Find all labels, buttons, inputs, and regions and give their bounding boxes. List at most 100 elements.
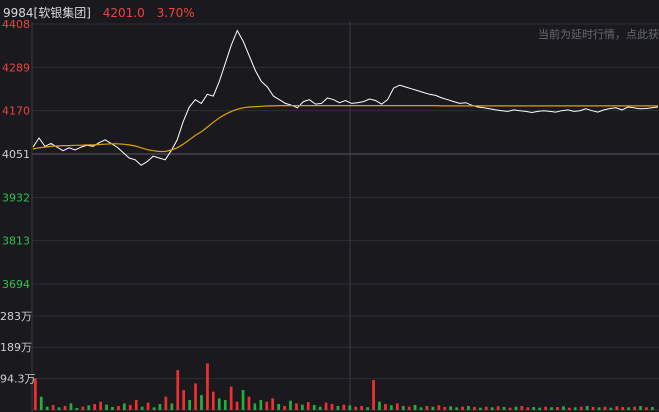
y-tick-label: 4051 (2, 148, 30, 161)
volume-bar (496, 406, 500, 410)
volume-bar (93, 404, 96, 410)
volume-bar (152, 407, 156, 410)
volume-bar (235, 401, 239, 410)
volume-bar (45, 406, 49, 410)
volume-bar (461, 406, 464, 410)
y-tick-label: 4170 (2, 105, 30, 118)
volume-bar (81, 406, 85, 410)
volume-bar (609, 407, 613, 410)
volume-bar (490, 407, 494, 410)
volume-bar (425, 406, 429, 410)
volume-bar (39, 396, 43, 410)
volume-bar (449, 406, 452, 410)
volume-bar (87, 405, 91, 410)
volume-bar (271, 398, 274, 410)
volume-bar (621, 407, 625, 410)
volume-bar (241, 390, 245, 410)
volume-bar (247, 396, 251, 410)
volume-bar (615, 406, 619, 410)
volume-bar (34, 378, 37, 410)
volume-bar (318, 406, 322, 410)
volume-bar (105, 404, 108, 410)
y-tick-label: 189万 (0, 341, 32, 354)
volume-bar (283, 406, 286, 410)
volume-bar (520, 406, 524, 410)
volume-bar (413, 405, 417, 410)
y-tick-label: 3694 (2, 278, 30, 291)
average-line (32, 104, 658, 153)
volume-bar (140, 406, 144, 410)
volume-bar (639, 406, 642, 410)
volume-bar (200, 395, 203, 410)
volume-bar (277, 404, 280, 410)
volume-bar (514, 406, 518, 410)
volume-bar (170, 403, 174, 410)
stock-code-name[interactable]: 9984[软银集团] (3, 6, 91, 20)
volume-bar (253, 403, 257, 410)
volume-bar (265, 401, 269, 410)
volume-bar (354, 406, 358, 410)
volume-bar (111, 407, 114, 410)
volume-bar (306, 402, 310, 410)
y-tick-label: 4289 (2, 61, 30, 74)
volume-bar (342, 404, 346, 410)
volume-bar (544, 406, 547, 410)
volume-bar (579, 406, 583, 410)
volume-bar (550, 407, 553, 410)
volume-bar (526, 407, 530, 410)
volume-bar (484, 406, 488, 410)
volume-bar (568, 407, 571, 410)
volume-bar (473, 407, 476, 410)
volume-bar (508, 407, 512, 410)
price-line (32, 29, 659, 166)
volume-bar (259, 400, 263, 410)
volume-bar (57, 407, 61, 410)
volume-bar (562, 406, 565, 410)
volume-bar (532, 407, 536, 410)
volume-bar (538, 407, 541, 410)
volume-bar (223, 400, 227, 410)
volume-bar (295, 403, 298, 410)
volume-bar (437, 405, 441, 410)
volume-bar (431, 406, 435, 410)
last-price: 4201.0 (102, 6, 145, 20)
volume-bar (63, 406, 67, 410)
volume-bar (158, 404, 162, 410)
y-tick-label: 3813 (2, 235, 30, 248)
volume-bar (378, 401, 381, 410)
volume-bar (633, 406, 636, 410)
y-tick-label: 283万 (0, 310, 32, 323)
volume-bar (123, 403, 126, 410)
volume-bar (591, 407, 595, 410)
volume-bar (645, 407, 648, 410)
delay-notice[interactable]: 当前为延时行情，点此获 (538, 28, 659, 41)
volume-bar (51, 405, 55, 410)
quote-header: 9984[软银集团] 4201.0 3.70% (3, 4, 203, 21)
volume-bar (585, 406, 589, 410)
volume-bar (360, 406, 363, 410)
volume-bar (176, 370, 180, 410)
volume-bar (312, 405, 316, 410)
volume-bar (117, 406, 120, 410)
volume-bar (407, 406, 411, 410)
volume-bar (443, 407, 447, 410)
change-percent: 3.70% (156, 6, 195, 20)
volume-bar (182, 390, 185, 410)
volume-bar (69, 403, 73, 410)
volume-bar (128, 405, 132, 410)
volume-bar (212, 391, 215, 410)
volume-bar (330, 404, 334, 410)
volume-bar (597, 407, 601, 410)
volume-bar (502, 407, 506, 410)
volume-bar (348, 405, 352, 410)
volume-bar (384, 404, 387, 410)
volume-bar (188, 400, 191, 410)
volume-bar (467, 406, 470, 410)
volume-bar (217, 398, 221, 410)
volume-bar (401, 406, 405, 410)
volume-bar (419, 407, 423, 410)
y-tick-label: 94.3万 (0, 373, 36, 386)
volume-bar (134, 400, 138, 410)
